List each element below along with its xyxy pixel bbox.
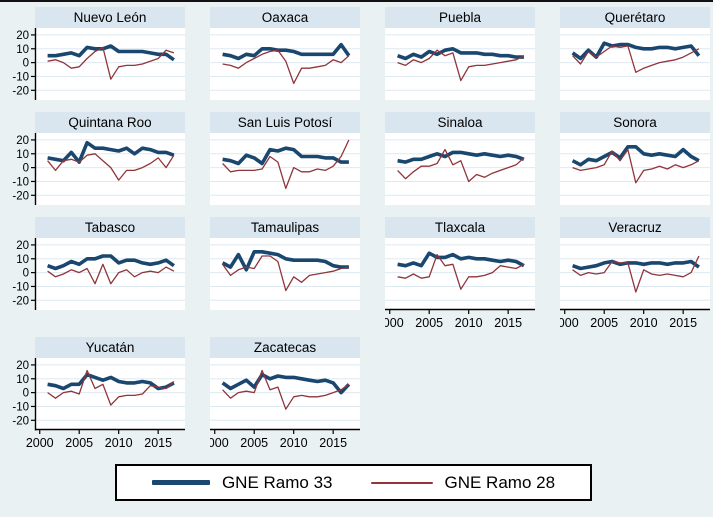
y-tick-label: 20 <box>16 30 29 42</box>
y-tick-label: 0 <box>23 388 29 400</box>
panel-title: Sonora <box>560 112 710 133</box>
x-tick-label: 2000 <box>560 316 579 330</box>
y-tick-label: 10 <box>16 44 29 56</box>
y-tick-label: 20 <box>16 360 29 372</box>
panel-title: Tabasco <box>35 217 185 238</box>
panel-chart: 2000 2005 2010 2015 <box>385 238 535 330</box>
panel-chart: 2000 2005 2010 2015 <box>210 358 360 450</box>
panel-chart: 20 10 0-10 -20 <box>12 238 185 310</box>
panel-chart <box>560 133 710 205</box>
panel-title: Nuevo León <box>35 7 185 28</box>
panel-chart: 20 10 0-10 -20 <box>12 133 185 205</box>
x-tick-label: 2010 <box>105 436 133 450</box>
x-tick-label: 2015 <box>494 316 522 330</box>
panel-title: Veracruz <box>560 217 710 238</box>
top-border-rule <box>0 0 713 2</box>
y-tick-label: 10 <box>16 374 29 386</box>
y-tick-label: 10 <box>16 254 29 266</box>
panel-chart: 2000 2005 2010 2015 <box>560 238 710 330</box>
x-tick-label: 2010 <box>280 436 308 450</box>
y-tick-label: 20 <box>16 240 29 252</box>
y-tick-label: -20 <box>12 295 29 307</box>
y-tick-label: -10 <box>12 71 29 83</box>
panel-title: Querétaro <box>560 7 710 28</box>
y-tick-label: -10 <box>12 176 29 188</box>
legend: GNE Ramo 33 GNE Ramo 28 <box>115 464 592 501</box>
x-tick-label: 2010 <box>630 316 658 330</box>
y-tick-label: -20 <box>12 415 29 427</box>
x-tick-label: 2005 <box>590 316 618 330</box>
panel-title: Zacatecas <box>210 337 360 358</box>
panel-title: Sinaloa <box>385 112 535 133</box>
legend-item-gne-ramo-28: GNE Ramo 28 <box>370 472 556 493</box>
panel-title: Quintana Roo <box>35 112 185 133</box>
panel-chart <box>210 28 360 100</box>
panel-title: Oaxaca <box>210 7 360 28</box>
panel-title: San Luis Potosí <box>210 112 360 133</box>
x-tick-label: 2010 <box>455 316 483 330</box>
panel-title: Tlaxcala <box>385 217 535 238</box>
panel-title: Yucatán <box>35 337 185 358</box>
y-tick-label: 10 <box>16 149 29 161</box>
navy-line-sample-icon <box>151 480 210 485</box>
x-tick-label: 2000 <box>385 316 404 330</box>
y-tick-label: -20 <box>12 85 29 97</box>
x-tick-label: 2015 <box>144 436 172 450</box>
panel-chart: 20 10 0-10 -20 <box>12 28 185 100</box>
y-tick-label: 0 <box>23 163 29 175</box>
x-tick-label: 2000 <box>26 436 54 450</box>
panel-title: Tamaulipas <box>210 217 360 238</box>
panel-chart <box>210 133 360 205</box>
panel-title: Puebla <box>385 7 535 28</box>
y-tick-label: -10 <box>12 401 29 413</box>
panel-chart <box>385 28 535 100</box>
x-tick-label: 2005 <box>415 316 443 330</box>
legend-label-ramo33: GNE Ramo 33 <box>221 472 333 492</box>
y-tick-label: 20 <box>16 135 29 147</box>
legend-item-gne-ramo-33: GNE Ramo 33 <box>151 472 333 493</box>
panel-chart <box>385 133 535 205</box>
x-tick-label: 2005 <box>65 436 93 450</box>
y-tick-label: -20 <box>12 190 29 202</box>
y-tick-label: -10 <box>12 281 29 293</box>
y-tick-label: 0 <box>23 58 29 70</box>
x-tick-label: 2005 <box>240 436 268 450</box>
panel-chart <box>210 238 360 310</box>
legend-label-ramo28: GNE Ramo 28 <box>444 472 556 492</box>
maroon-line-sample-icon <box>370 481 433 484</box>
x-tick-label: 2000 <box>210 436 229 450</box>
y-tick-label: 0 <box>23 268 29 280</box>
x-tick-label: 2015 <box>319 436 347 450</box>
x-tick-label: 2015 <box>669 316 697 330</box>
panel-chart <box>560 28 710 100</box>
